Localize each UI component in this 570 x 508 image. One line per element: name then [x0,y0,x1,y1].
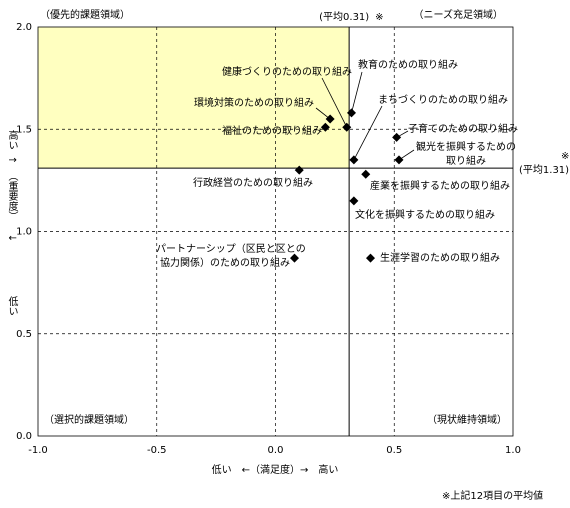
y-axis-label: 高い [6,129,18,150]
point [347,108,356,118]
point-label: 福祉のための取り組み [222,124,322,137]
note-mark: ※ [561,151,569,162]
point-label: 健康づくりのための取り組み [222,65,352,78]
x-tick-label: -1.0 [28,445,48,456]
quadrant-label: （現状維持領域） [427,413,507,426]
x-tick-label: 1.0 [505,445,521,456]
point-label: まちづくりのための取り組み [378,93,508,106]
quadrant-label: （選択的課題領域） [44,413,134,426]
point [366,253,375,263]
point-label: 産業を振興するための取り組み [370,179,510,192]
point [290,253,299,263]
quadrant-label: （ニーズ充足領域） [414,8,504,21]
mean-label: (平均0.31) [319,11,369,23]
point-label: 文化を振興するための取り組み [355,208,495,221]
point-label: パートナーシップ（区民と区との [156,243,306,255]
x-tick-label: 0.5 [386,445,402,456]
point-label: 取り組み [446,154,486,167]
quadrant-label: （優先的課題領域） [40,8,130,21]
point [349,196,359,206]
y-tick-label: 0.0 [16,431,32,442]
note-mark: ※ [375,12,383,23]
leader-line [321,77,348,128]
point-label: 環境対策のための取り組み [194,96,314,109]
point-label: 教育のための取り組み [358,58,458,71]
leader-line [353,105,383,161]
point [342,122,352,132]
y-tick-label: 1.0 [16,227,32,238]
point [394,155,404,165]
x-axis-label: 低い ←（満足度）→ 高い [212,463,339,476]
point [392,132,402,142]
y-tick-label: 2.0 [16,22,32,33]
point [320,122,330,132]
x-tick-label: -0.5 [147,445,167,456]
y-tick-label: 0.5 [16,329,32,340]
y-axis-label: 低い [6,295,18,316]
x-tick-label: 0.0 [268,445,284,456]
point [361,169,371,179]
point [294,165,304,175]
footnote: ※上記12項目の平均値 [442,489,543,502]
plot-border [37,26,514,437]
y-tick-label: 1.5 [16,124,32,135]
y-axis-label: ↓ [6,234,17,242]
priority-region [38,27,350,169]
point-label: 行政経営のための取り組み [193,176,313,189]
y-axis-label: （重要度） [6,171,18,221]
y-axis-label: ↑ [6,156,17,164]
leader-line [351,71,363,113]
point-label: 子育てのための取り組み [408,122,518,135]
point-label: 協力関係）のための取り組み [160,256,290,269]
mean-label: (平均1.31) [519,164,569,176]
point-label: 生涯学習のための取り組み [380,251,500,264]
point [349,155,359,165]
point-label: 観光を振興するための [416,140,516,153]
point [325,114,335,124]
